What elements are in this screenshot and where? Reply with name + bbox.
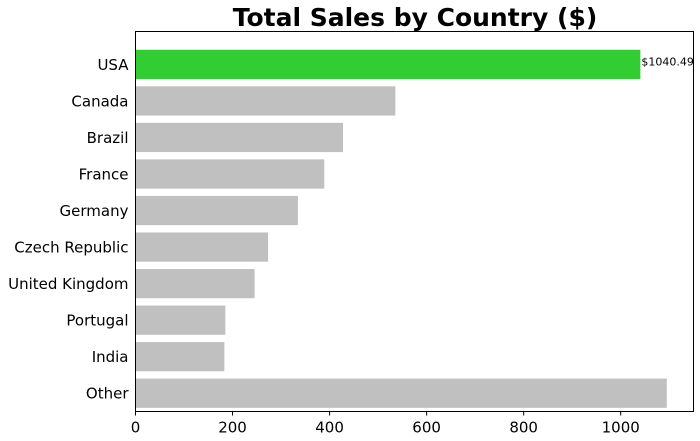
bars-group <box>135 49 667 408</box>
x-tick-label: 400 <box>315 419 344 437</box>
bar-canada <box>135 86 396 116</box>
bar-portugal <box>135 305 226 335</box>
bar-brazil <box>135 122 344 153</box>
plot-frame <box>135 31 694 412</box>
x-tick-label: 0 <box>131 419 141 437</box>
category-label: Other <box>86 385 129 403</box>
bar-united-kingdom <box>135 269 255 299</box>
bar-france <box>135 159 325 189</box>
x-axis-ticks: 0 200 400 600 800 1000 <box>131 411 640 437</box>
x-tick-label: 200 <box>218 419 247 437</box>
bar-india <box>135 342 225 372</box>
bar-usa <box>135 49 641 79</box>
category-labels: USA Canada Brazil France Germany Czech Republ… <box>8 56 129 403</box>
category-label: Germany <box>60 202 129 220</box>
data-labels: $1040.49 <box>641 55 694 68</box>
x-tick-label: 600 <box>412 419 441 437</box>
bar-czech-republic <box>135 232 269 262</box>
chart-title: Total Sales by Country ($) <box>233 3 598 32</box>
category-label: Brazil <box>87 129 129 147</box>
bar-germany <box>135 195 298 226</box>
category-label: Czech Republic <box>14 239 128 257</box>
category-label: India <box>92 348 129 366</box>
x-tick-label: 1000 <box>602 419 640 437</box>
bar-other <box>135 378 667 408</box>
x-tick-label: 800 <box>509 419 538 437</box>
category-label: United Kingdom <box>8 275 128 293</box>
data-label: $1040.49 <box>641 55 694 68</box>
category-label: Canada <box>71 92 128 110</box>
category-label: France <box>79 166 129 184</box>
category-label: Portugal <box>66 312 128 330</box>
category-label: USA <box>97 56 129 74</box>
